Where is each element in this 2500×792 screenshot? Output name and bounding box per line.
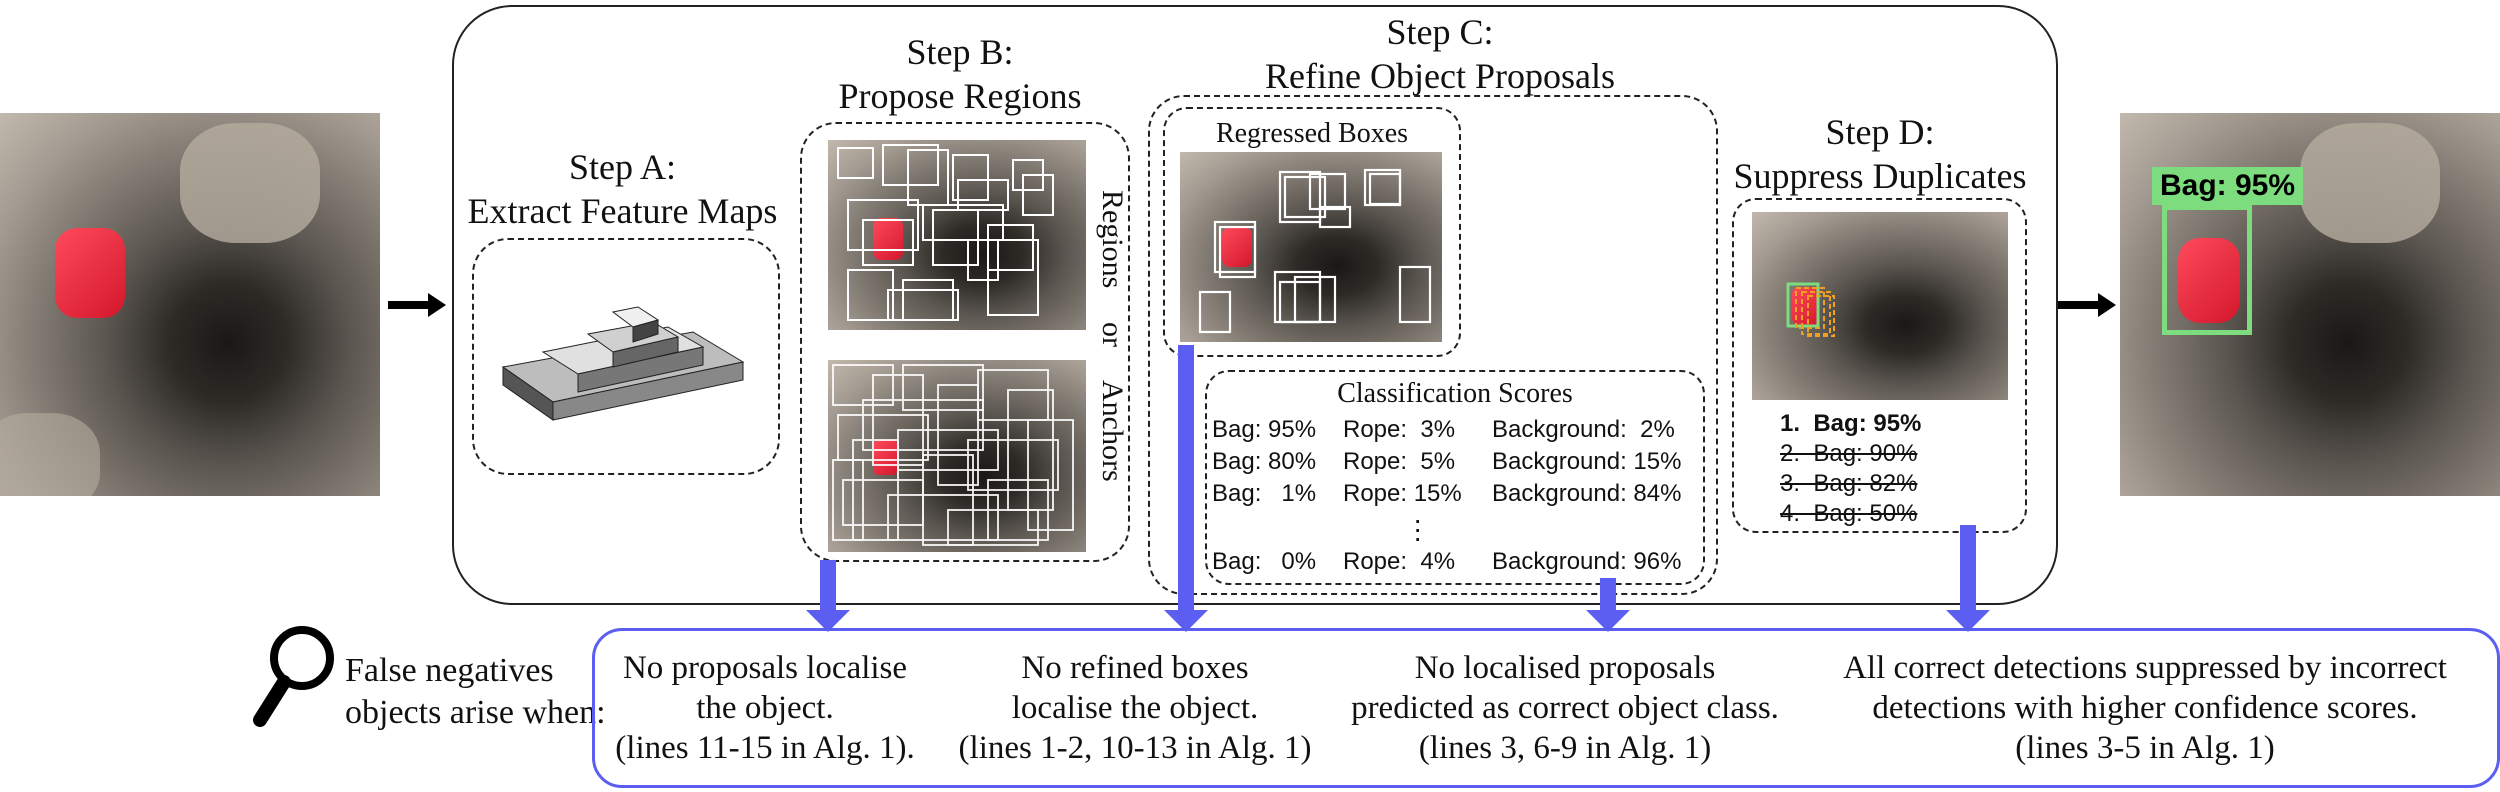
output-bag-object: [2178, 238, 2240, 323]
output-detection-label: Bag: 95%: [2152, 167, 2304, 205]
arrow-d-tip: [1946, 610, 1990, 632]
region-proposal-boxes: [837, 144, 1054, 321]
ranked-item-4: 4. Bag: 50%: [1780, 500, 1918, 527]
ranked-item-1: 1. Bag: 95%: [1780, 410, 1922, 437]
classification-scores-title: Classification Scores: [1337, 378, 1573, 409]
step-d-box: [1732, 198, 2027, 533]
score-row-2-bag: Bag: 80%: [1212, 448, 1317, 475]
arrow-b-connector: [820, 560, 836, 612]
arrow-c-regressed-tip: [1164, 610, 1208, 632]
pipeline-container: [452, 5, 2058, 605]
vertical-ellipsis-icon: · · ·: [1413, 504, 1423, 553]
regressed-boxes-panel: [1163, 107, 1461, 357]
arrow-c-scores-tip: [1586, 610, 1630, 632]
step-a-title: Step A: Extract Feature Maps: [467, 147, 778, 231]
score-row-4-bag: Bag: 0%: [1212, 548, 1317, 575]
score-row-1-bg: Background: 2%: [1492, 416, 1675, 443]
score-row-2-bg: Background: 15%: [1492, 448, 1682, 475]
nms-boxes: [1786, 282, 1835, 337]
side-label-regions: Regions: [1096, 190, 1129, 289]
cause-step-c-boxes: No refined boxes localise the object. (lin…: [958, 650, 1312, 766]
cause-step-c-scores: No localised proposals predicted as corre…: [1351, 650, 1779, 766]
false-negative-causes-panel: [592, 628, 2500, 788]
side-label-anchors: Anchors: [1096, 380, 1129, 482]
step-b-box: [800, 122, 1130, 562]
score-row-3-bg: Background: 84%: [1492, 480, 1682, 507]
cause-step-b: No proposals localise the object. (lines 1…: [615, 650, 915, 766]
cause-step-d: All correct detections suppressed by inc…: [1843, 650, 2447, 766]
step-c-title: Step C: Refine Object Proposals: [1265, 12, 1615, 96]
arrow-c-regressed-connector: [1178, 345, 1194, 612]
score-row-4-bg: Background: 96%: [1492, 548, 1682, 575]
step-b-title: Step B: Propose Regions: [838, 32, 1082, 116]
score-row-2-rope: Rope: 5%: [1343, 448, 1456, 475]
regressed-boxes: [1198, 168, 1432, 334]
regressed-boxes-label: Regressed Boxes: [1215, 118, 1409, 149]
step-c-box: [1148, 95, 1718, 595]
score-row-1-rope: Rope: 3%: [1343, 416, 1456, 443]
arrow-d-connector: [1960, 525, 1976, 612]
false-negatives-label: False negatives objects arise when:: [345, 652, 606, 731]
bag-object: [55, 228, 125, 318]
score-row-3-rope: Rope: 15%: [1343, 480, 1462, 507]
ranked-item-3: 3. Bag: 82%: [1780, 470, 1918, 497]
anchors-image: [828, 360, 1086, 552]
input-image: [0, 113, 380, 496]
nms-image: [1752, 212, 2008, 400]
score-row-4-rope: Rope: 4%: [1343, 548, 1456, 575]
side-label-or: or: [1096, 322, 1129, 347]
input-arrow-icon: [388, 293, 446, 317]
ranked-item-2: 2. Bag: 90%: [1780, 440, 1918, 467]
output-arrow-icon: [2058, 293, 2116, 317]
classification-scores-panel: [1205, 370, 1705, 585]
magnifier-icon: [253, 626, 334, 727]
step-a-box: [472, 238, 780, 475]
output-detection-box: [2162, 205, 2252, 335]
arrow-c-scores-connector: [1600, 578, 1616, 612]
anchor-boxes-grid: [832, 364, 1074, 546]
step-d-title: Step D: Suppress Duplicates: [1733, 112, 2027, 196]
score-row-1-bag: Bag: 95%: [1212, 416, 1317, 443]
arrow-b-tip: [806, 610, 850, 632]
score-row-3-bag: Bag: 1%: [1212, 480, 1317, 507]
feature-map-pyramid-icon: [501, 306, 745, 421]
